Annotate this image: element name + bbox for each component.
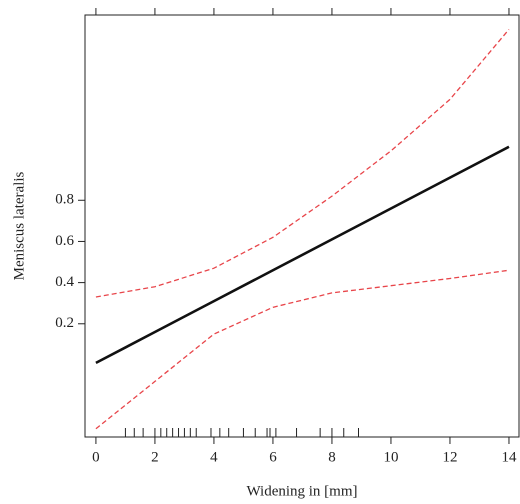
x-axis-label: Widening in [mm] — [246, 483, 357, 499]
series-line — [95, 145, 510, 365]
y-tick-label: 0.8 — [55, 192, 74, 208]
plot-frame — [84, 14, 520, 438]
x-tick-label: 4 — [210, 449, 218, 465]
y-axis-label: Meniscus lateralis — [11, 171, 27, 280]
y-tick-label: 0.2 — [55, 315, 74, 331]
x-tick-label: 6 — [269, 449, 277, 465]
x-tick-label: 8 — [328, 449, 336, 465]
series-line — [95, 28, 510, 298]
x-tick-label: 10 — [383, 449, 398, 465]
x-tick-label: 2 — [151, 449, 159, 465]
y-tick-label: 0.6 — [55, 233, 74, 249]
y-tick-label: 0.4 — [55, 274, 74, 290]
x-tick-label: 12 — [442, 449, 457, 465]
series-line — [95, 269, 510, 430]
x-tick-label: 14 — [501, 449, 517, 465]
x-tick-label: 0 — [92, 449, 100, 465]
